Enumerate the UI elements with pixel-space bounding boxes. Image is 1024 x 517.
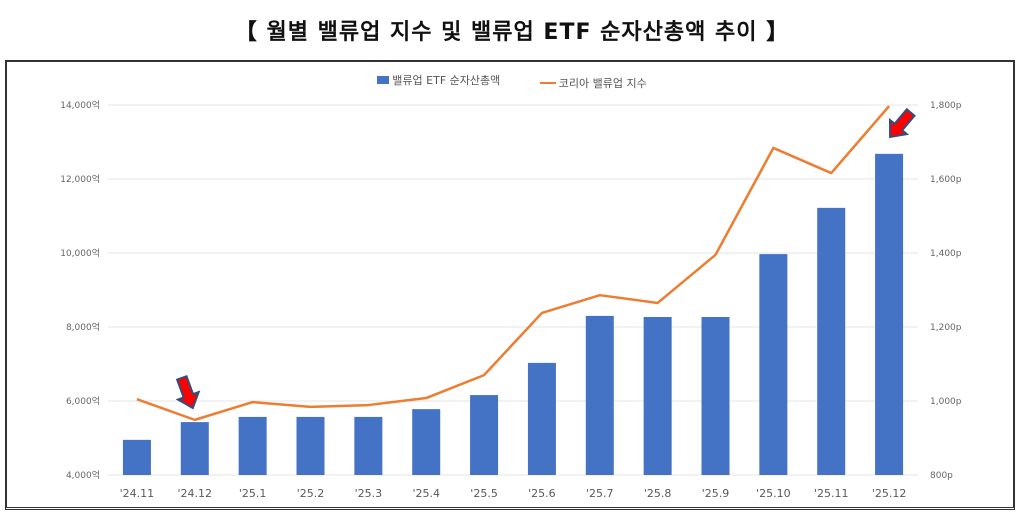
bar-etf-aum (180, 422, 209, 475)
x-tick-label: '25.5 (470, 487, 498, 500)
legend-item-etf: 밸류업 ETF 순자산총액 (377, 72, 500, 88)
x-tick-label: '25.12 (872, 487, 907, 500)
left-tick-label: 10,000억 (60, 247, 100, 259)
bar-etf-aum (759, 254, 788, 475)
bar-etf-aum (238, 416, 267, 475)
x-tick-label: '25.3 (355, 487, 383, 500)
red-arrow-icon (888, 107, 916, 139)
red-arrow-icon (175, 374, 201, 410)
bar-etf-aum (585, 315, 614, 475)
x-tick-label: '25.4 (412, 487, 440, 500)
right-tick-label: 800p (930, 471, 953, 481)
bar-etf-aum (122, 439, 151, 475)
bar-etf-aum (296, 416, 325, 475)
left-tick-label: 14,000억 (60, 99, 100, 111)
bar-etf-aum (643, 317, 672, 475)
legend-swatch-bar (377, 76, 390, 84)
x-tick-label: '24.11 (120, 487, 155, 500)
line-valueup-index (136, 105, 891, 422)
bar-etf-aum (527, 362, 556, 475)
chart-title: 【 월별 밸류업 지수 및 밸류업 ETF 순자산총액 추이 】 (234, 20, 790, 45)
chart-frame (5, 60, 1015, 510)
x-tick-label: '24.12 (178, 487, 213, 500)
red-arrow-shape (888, 107, 916, 139)
legend-swatch-line (539, 82, 556, 84)
x-tick-label: '25.1 (239, 487, 267, 500)
bar-etf-aum (875, 153, 904, 475)
x-tick-label: '25.11 (814, 487, 849, 500)
right-tick-label: 1,400p (930, 249, 962, 259)
bar-etf-aum (470, 395, 499, 475)
legend-item-index: 코리아 밸류업 지수 (539, 75, 647, 91)
left-tick-label: 6,000억 (66, 395, 100, 407)
x-tick-label: '25.6 (528, 487, 556, 500)
bar-etf-aum (701, 317, 730, 475)
right-tick-label: 1,200p (930, 323, 962, 333)
x-tick-label: '25.2 (297, 487, 325, 500)
left-tick-label: 12,000억 (60, 173, 100, 185)
left-tick-label: 4,000억 (66, 469, 100, 481)
right-tick-label: 1,000p (930, 397, 962, 407)
legend: 밸류업 ETF 순자산총액 코리아 밸류업 지수 (0, 72, 1024, 91)
right-tick-label: 1,600p (930, 175, 962, 185)
bar-etf-aum (354, 416, 383, 475)
legend-label-index: 코리아 밸류업 지수 (558, 77, 647, 90)
bar-etf-aum (817, 207, 846, 476)
right-tick-label: 1,800p (930, 101, 962, 111)
left-tick-label: 8,000억 (66, 321, 100, 333)
bar-etf-aum (412, 409, 441, 475)
red-arrow-shape (175, 374, 201, 410)
x-tick-label: '25.8 (644, 487, 672, 500)
x-tick-label: '25.10 (756, 487, 791, 500)
x-tick-label: '25.9 (702, 487, 730, 500)
legend-label-etf: 밸류업 ETF 순자산총액 (392, 74, 501, 87)
x-tick-label: '25.7 (586, 487, 614, 500)
